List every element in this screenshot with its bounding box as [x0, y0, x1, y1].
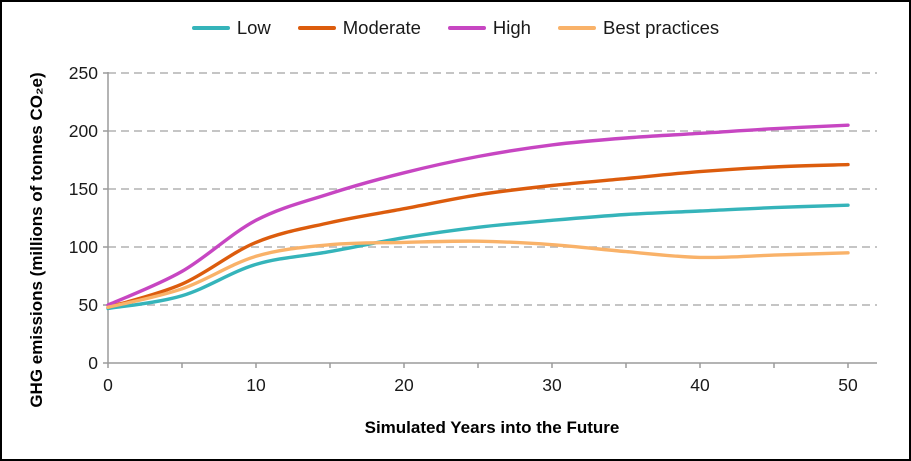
x-tick-label: 20	[394, 375, 414, 395]
legend-swatch-high	[447, 26, 486, 31]
legend-label: Best practices	[602, 17, 720, 38]
y-axis-title: GHG emissions (millions of tonnes CO₂e)	[27, 72, 46, 408]
x-axis-title: Simulated Years into the Future	[364, 418, 620, 437]
legend-swatch-moderate	[297, 26, 336, 31]
y-tick-label: 100	[69, 237, 98, 257]
x-tick-label: 50	[838, 375, 858, 395]
legend-label: High	[492, 17, 531, 38]
legend-item-moderate: Moderate	[297, 17, 421, 38]
y-tick-label: 50	[79, 295, 99, 315]
series-line-best-practices	[106, 239, 850, 309]
legend-item-best-practices: Best practices	[557, 17, 720, 38]
legend-swatch-best-practices	[557, 26, 596, 31]
legend-item-high: High	[447, 17, 531, 38]
x-tick-label: 40	[690, 375, 710, 395]
legend-label: Moderate	[342, 17, 421, 38]
x-tick-label: 30	[542, 375, 562, 395]
series-line-moderate	[106, 162, 850, 309]
legend-label: Low	[236, 17, 271, 38]
legend: Low Moderate High Best practices	[0, 17, 911, 38]
series-line-high	[106, 123, 850, 307]
legend-item-low: Low	[191, 17, 271, 38]
x-tick-label: 10	[246, 375, 266, 395]
legend-swatch-low	[191, 26, 230, 31]
y-tick-label: 200	[69, 121, 98, 141]
y-tick-label: 250	[69, 63, 98, 83]
y-tick-label: 150	[69, 179, 98, 199]
series-line-low	[106, 203, 850, 311]
y-tick-label: 0	[88, 353, 98, 373]
x-tick-label: 0	[103, 375, 113, 395]
